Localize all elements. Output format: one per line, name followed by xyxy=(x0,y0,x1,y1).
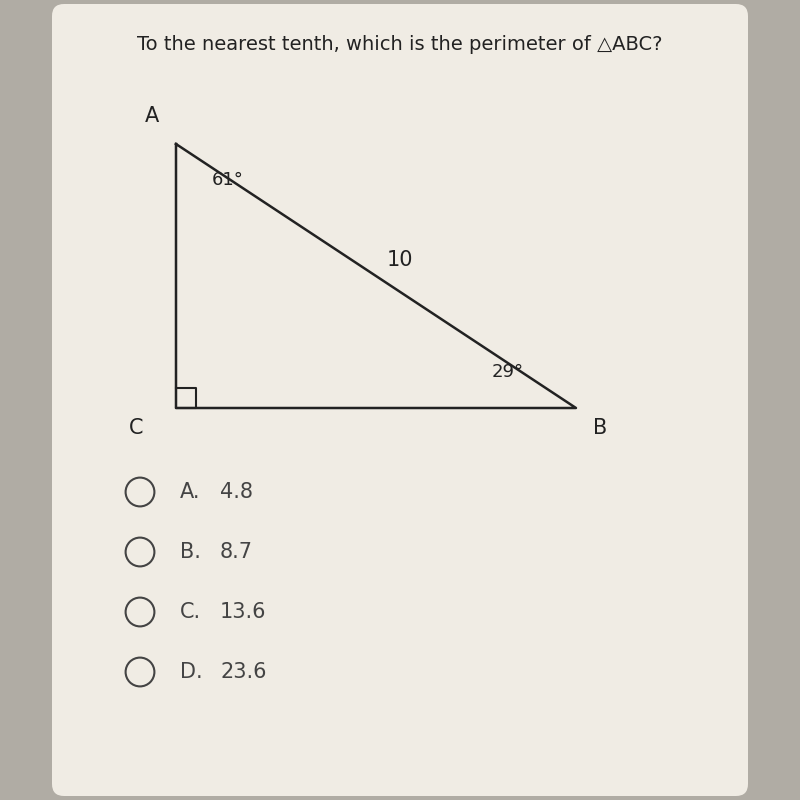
Text: 13.6: 13.6 xyxy=(220,602,266,622)
Text: A.: A. xyxy=(180,482,201,502)
Text: 4.8: 4.8 xyxy=(220,482,253,502)
Text: 8.7: 8.7 xyxy=(220,542,253,562)
Text: D.: D. xyxy=(180,662,202,682)
Text: A: A xyxy=(145,106,159,126)
Text: 23.6: 23.6 xyxy=(220,662,266,682)
FancyBboxPatch shape xyxy=(52,4,748,796)
Text: 29°: 29° xyxy=(492,363,524,381)
Text: C: C xyxy=(129,418,143,438)
Text: C.: C. xyxy=(180,602,201,622)
Text: 10: 10 xyxy=(386,250,414,270)
Text: To the nearest tenth, which is the perimeter of △ABC?: To the nearest tenth, which is the perim… xyxy=(138,34,662,54)
Text: B: B xyxy=(593,418,607,438)
Text: 61°: 61° xyxy=(212,171,244,189)
Text: B.: B. xyxy=(180,542,201,562)
